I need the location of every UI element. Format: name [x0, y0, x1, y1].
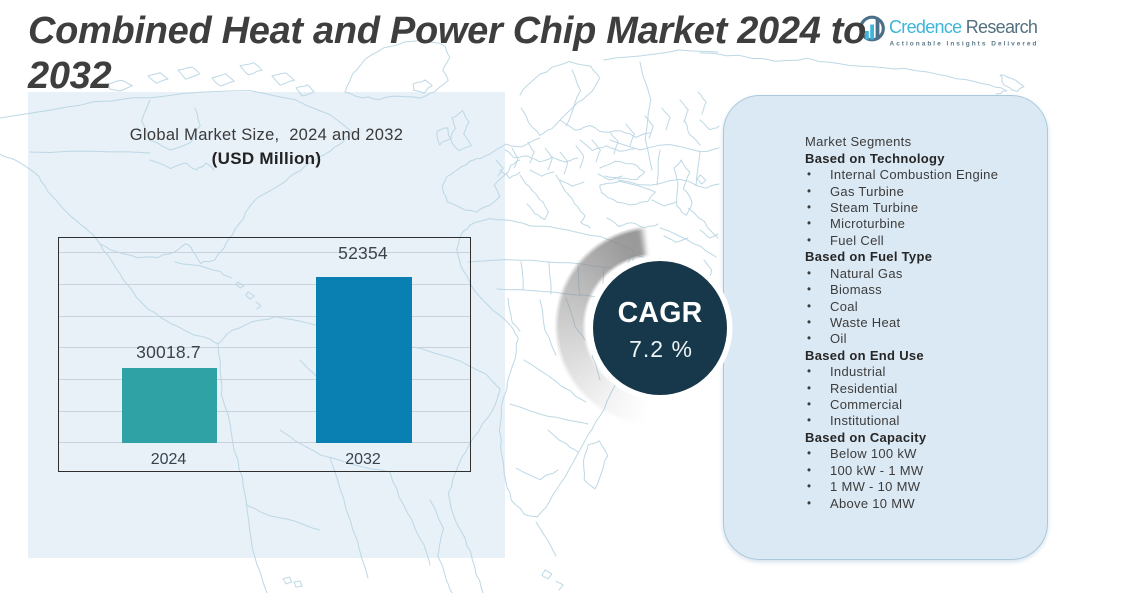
svg-text:Credence Research: Credence Research	[889, 17, 1037, 37]
svg-text:7.2 %: 7.2 %	[629, 336, 693, 362]
svg-text:CAGR: CAGR	[618, 297, 703, 329]
svg-text:Actionable Insights Delivered: Actionable Insights Delivered	[890, 41, 1039, 48]
